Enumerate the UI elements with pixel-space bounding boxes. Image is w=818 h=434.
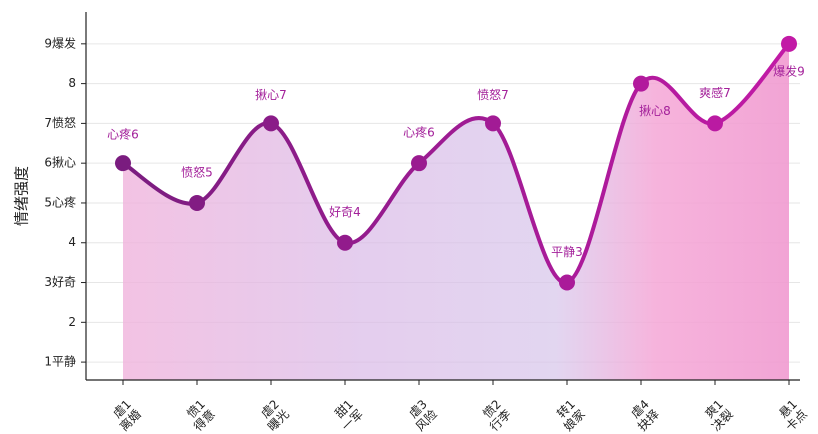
value-label: 心疼6: [107, 127, 139, 142]
x-tick-label: 转1娘家: [550, 396, 587, 433]
x-tick-label: 悬1卡点: [773, 397, 810, 434]
y-tick-label: 5心疼: [44, 194, 76, 209]
value-label: 爆发9: [773, 63, 805, 78]
value-label: 好奇4: [329, 205, 361, 219]
point: [263, 115, 279, 132]
line: [121, 42, 791, 285]
y-tick-label: 6揪心: [44, 155, 76, 170]
y-tick-label: 3好奇: [44, 275, 76, 289]
x-tick-label: 虐2曝光: [255, 397, 292, 434]
value-label: 揪心8: [639, 103, 671, 118]
point: [115, 155, 131, 172]
area: [123, 43, 789, 380]
value-label: 平静3: [551, 245, 583, 259]
point: [707, 115, 723, 132]
y-tick-label: 7愤怒: [44, 115, 76, 130]
value-label: 愤怒5: [181, 164, 213, 179]
x-tick-label: 愤2行李: [477, 397, 514, 434]
point: [189, 194, 205, 211]
point: [337, 234, 353, 251]
x-tick-label: 爽1决裂: [699, 397, 736, 434]
point: [485, 115, 501, 132]
x-tick-label: 虐1离婚: [107, 397, 144, 434]
x-tick-label: 虐3风险: [403, 397, 440, 434]
value-label: 爽感7: [699, 85, 731, 100]
y-tick-label: 1平静: [44, 355, 76, 369]
y-axis-label: 情绪强度: [13, 166, 31, 226]
point: [781, 35, 797, 52]
value-label: 揪心7: [255, 87, 287, 102]
point: [559, 274, 575, 291]
y-tick-label: 9爆发: [44, 35, 76, 50]
value-label: 愤怒7: [477, 87, 509, 102]
x-tick-label: 甜1一军: [329, 397, 366, 434]
point: [633, 75, 649, 92]
y-tick-label: 8: [68, 76, 76, 90]
value-label: 心疼6: [403, 125, 435, 140]
x-tick-label: 虐4抉择: [625, 397, 662, 434]
point: [411, 155, 427, 172]
y-tick-label: 4: [68, 235, 76, 249]
x-tick-label: 愤1得意: [181, 397, 218, 434]
y-tick-label: 2: [68, 315, 76, 329]
